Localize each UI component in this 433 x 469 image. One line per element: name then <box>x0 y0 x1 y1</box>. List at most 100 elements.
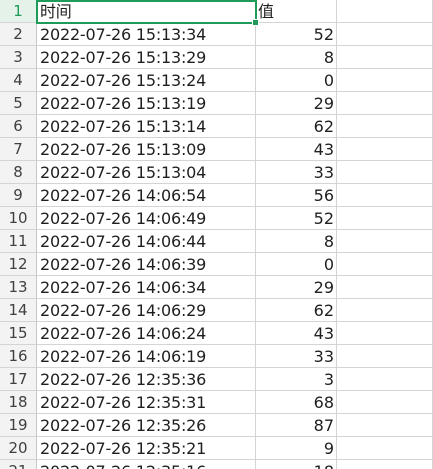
row-header[interactable]: 13 <box>0 276 37 299</box>
row-header[interactable]: 19 <box>0 414 37 437</box>
empty-cell[interactable] <box>337 92 433 115</box>
row-header[interactable]: 7 <box>0 138 37 161</box>
row-header[interactable]: 11 <box>0 230 37 253</box>
time-cell[interactable]: 2022-07-26 15:13:04 <box>37 161 256 184</box>
row-header-1[interactable]: 1 <box>0 0 37 23</box>
time-cell[interactable]: 2022-07-26 12:35:26 <box>37 414 256 437</box>
table-row: 17 2022-07-26 12:35:36 3 <box>0 368 433 391</box>
value-cell[interactable]: 0 <box>256 253 337 276</box>
table-row: 4 2022-07-26 15:13:24 0 <box>0 69 433 92</box>
value-cell[interactable]: 52 <box>256 207 337 230</box>
value-cell[interactable]: 8 <box>256 230 337 253</box>
empty-cell[interactable] <box>337 414 433 437</box>
row-header[interactable]: 3 <box>0 46 37 69</box>
value-cell[interactable]: 9 <box>256 437 337 460</box>
row-header[interactable]: 14 <box>0 299 37 322</box>
cell-a1[interactable]: 时间 <box>37 0 256 23</box>
value-cell[interactable]: 33 <box>256 161 337 184</box>
empty-cell[interactable] <box>337 368 433 391</box>
value-cell[interactable]: 68 <box>256 391 337 414</box>
row-header[interactable]: 15 <box>0 322 37 345</box>
empty-cell[interactable] <box>337 253 433 276</box>
empty-cell[interactable] <box>337 161 433 184</box>
table-row: 13 2022-07-26 14:06:34 29 <box>0 276 433 299</box>
time-cell[interactable]: 2022-07-26 15:13:29 <box>37 46 256 69</box>
time-cell[interactable]: 2022-07-26 12:35:36 <box>37 368 256 391</box>
value-cell[interactable]: 43 <box>256 322 337 345</box>
time-cell[interactable]: 2022-07-26 15:13:19 <box>37 92 256 115</box>
empty-cell[interactable] <box>337 207 433 230</box>
table-row: 20 2022-07-26 12:35:21 9 <box>0 437 433 460</box>
empty-cell[interactable] <box>337 46 433 69</box>
header-row: 1 时间 值 <box>0 0 433 23</box>
empty-cell[interactable] <box>337 69 433 92</box>
time-cell[interactable]: 2022-07-26 14:06:24 <box>37 322 256 345</box>
row-header[interactable]: 8 <box>0 161 37 184</box>
value-cell[interactable]: 29 <box>256 276 337 299</box>
row-header[interactable]: 21 <box>0 460 37 469</box>
row-header[interactable]: 20 <box>0 437 37 460</box>
value-cell[interactable]: 33 <box>256 345 337 368</box>
empty-cell[interactable] <box>337 299 433 322</box>
empty-cell[interactable] <box>337 23 433 46</box>
table-row: 10 2022-07-26 14:06:49 52 <box>0 207 433 230</box>
empty-cell[interactable] <box>337 460 433 469</box>
time-cell[interactable]: 2022-07-26 12:35:21 <box>37 437 256 460</box>
row-header[interactable]: 5 <box>0 92 37 115</box>
time-cell[interactable]: 2022-07-26 14:06:39 <box>37 253 256 276</box>
empty-cell[interactable] <box>337 322 433 345</box>
time-cell[interactable]: 2022-07-26 15:13:14 <box>37 115 256 138</box>
row-header[interactable]: 10 <box>0 207 37 230</box>
empty-cell[interactable] <box>337 230 433 253</box>
table-row: 11 2022-07-26 14:06:44 8 <box>0 230 433 253</box>
time-cell[interactable]: 2022-07-26 14:06:49 <box>37 207 256 230</box>
empty-cell[interactable] <box>337 184 433 207</box>
value-cell[interactable]: 56 <box>256 184 337 207</box>
row-header[interactable]: 12 <box>0 253 37 276</box>
table-row: 9 2022-07-26 14:06:54 56 <box>0 184 433 207</box>
value-cell[interactable]: 52 <box>256 23 337 46</box>
table-row: 6 2022-07-26 15:13:14 62 <box>0 115 433 138</box>
table-row: 5 2022-07-26 15:13:19 29 <box>0 92 433 115</box>
empty-cell[interactable] <box>337 115 433 138</box>
time-cell[interactable]: 2022-07-26 14:06:54 <box>37 184 256 207</box>
value-cell[interactable]: 0 <box>256 69 337 92</box>
time-cell[interactable]: 2022-07-26 14:06:44 <box>37 230 256 253</box>
cell-c1[interactable] <box>337 0 433 23</box>
table-row: 3 2022-07-26 15:13:29 8 <box>0 46 433 69</box>
time-cell[interactable]: 2022-07-26 15:13:34 <box>37 23 256 46</box>
row-header[interactable]: 9 <box>0 184 37 207</box>
value-cell[interactable]: 87 <box>256 414 337 437</box>
value-cell[interactable]: 62 <box>256 299 337 322</box>
row-header[interactable]: 6 <box>0 115 37 138</box>
row-header[interactable]: 17 <box>0 368 37 391</box>
value-cell[interactable]: 29 <box>256 92 337 115</box>
table-row: 2 2022-07-26 15:13:34 52 <box>0 23 433 46</box>
value-cell[interactable]: 62 <box>256 115 337 138</box>
time-cell[interactable]: 2022-07-26 15:13:24 <box>37 69 256 92</box>
empty-cell[interactable] <box>337 391 433 414</box>
table-row: 15 2022-07-26 14:06:24 43 <box>0 322 433 345</box>
empty-cell[interactable] <box>337 437 433 460</box>
time-cell[interactable]: 2022-07-26 14:06:19 <box>37 345 256 368</box>
value-cell[interactable]: 3 <box>256 368 337 391</box>
row-header[interactable]: 18 <box>0 391 37 414</box>
value-cell[interactable]: 18 <box>256 460 337 469</box>
time-cell[interactable]: 2022-07-26 15:13:09 <box>37 138 256 161</box>
value-cell[interactable]: 43 <box>256 138 337 161</box>
table-row: 212022-07-26 12:35:1618 <box>0 460 433 469</box>
empty-cell[interactable] <box>337 276 433 299</box>
empty-cell[interactable] <box>337 345 433 368</box>
row-header[interactable]: 4 <box>0 69 37 92</box>
time-cell[interactable]: 2022-07-26 14:06:29 <box>37 299 256 322</box>
value-cell[interactable]: 8 <box>256 46 337 69</box>
row-header[interactable]: 16 <box>0 345 37 368</box>
row-header[interactable]: 2 <box>0 23 37 46</box>
cell-b1[interactable]: 值 <box>256 0 337 23</box>
empty-cell[interactable] <box>337 138 433 161</box>
time-cell[interactable]: 2022-07-26 12:35:16 <box>37 460 256 469</box>
time-cell[interactable]: 2022-07-26 12:35:31 <box>37 391 256 414</box>
time-cell[interactable]: 2022-07-26 14:06:34 <box>37 276 256 299</box>
table-row: 16 2022-07-26 14:06:19 33 <box>0 345 433 368</box>
